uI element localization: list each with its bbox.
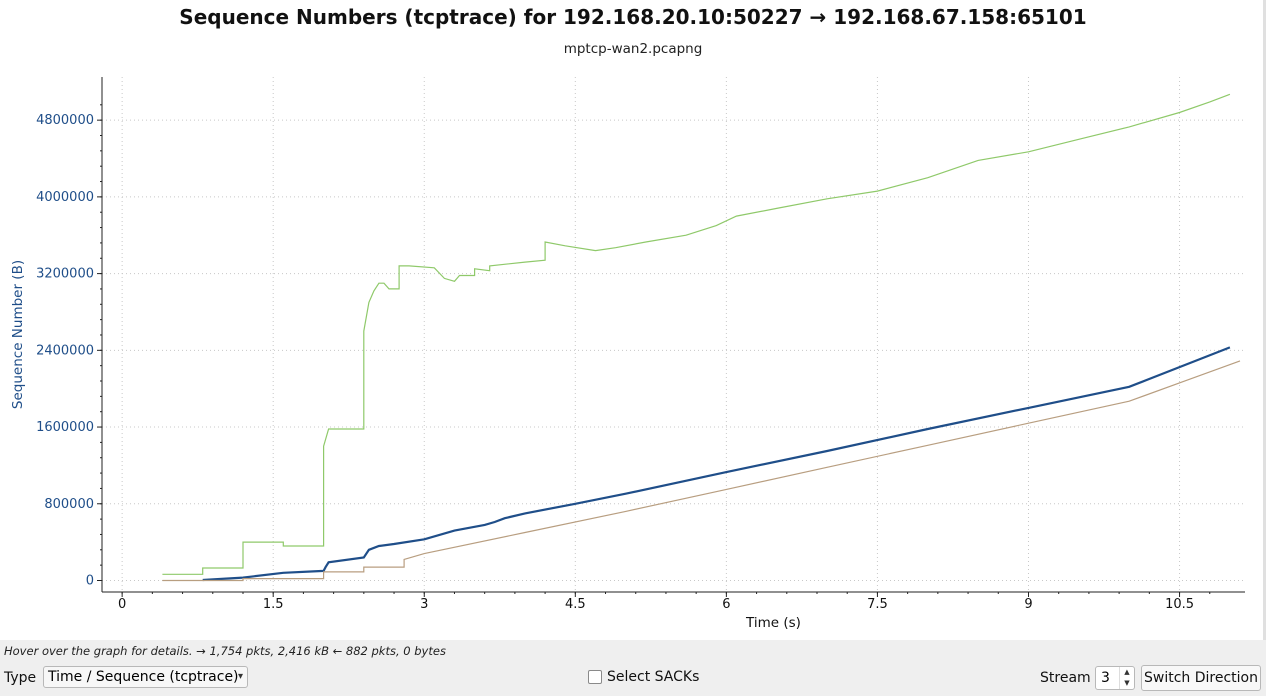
y-tick-label: 1600000: [36, 420, 94, 435]
data-segments-line: [202, 346, 1231, 582]
y-tick-label: 2400000: [36, 343, 94, 358]
stream-spinbox[interactable]: 3 ▲ ▼: [1095, 666, 1135, 690]
y-axis-label: Sequence Number (B): [10, 260, 26, 409]
graph-type-value: Time / Sequence (tcptrace): [48, 669, 239, 685]
y-tick-label: 4000000: [36, 190, 94, 205]
y-tick-label: 4800000: [36, 113, 94, 128]
type-label: Type: [4, 670, 37, 686]
ack-line: [162, 360, 1241, 582]
x-axis-label: Time (s): [745, 615, 801, 631]
select-sacks-checkbox[interactable]: [588, 670, 602, 684]
x-tick-label: 7.5: [867, 597, 888, 612]
select-sacks-label: Select SACKs: [607, 669, 700, 685]
sequence-chart[interactable]: 0 800000 1600000 2400000 3200000 4000000 48000…: [0, 0, 1266, 640]
y-tick-label: 3200000: [36, 267, 94, 282]
spin-arrows-icon[interactable]: ▲ ▼: [1119, 667, 1134, 689]
x-tick-label: 4.5: [565, 597, 586, 612]
x-tick-label: 1.5: [263, 597, 284, 612]
stream-label: Stream: [1040, 670, 1091, 686]
chevron-down-icon: ▾: [237, 671, 243, 682]
hover-hint: Hover over the graph for details. → 1,75…: [4, 644, 446, 658]
x-tick-label: 0: [118, 597, 126, 612]
x-tick-label: 6: [722, 597, 730, 612]
x-tick-label: 10.5: [1165, 597, 1194, 612]
receive-window-line: [162, 93, 1231, 575]
switch-direction-button[interactable]: Switch Direction: [1141, 665, 1261, 691]
y-tick-label: 0: [86, 573, 94, 588]
graph-subtitle: mptcp-wan2.pcapng: [563, 41, 703, 57]
x-tick-label: 9: [1024, 597, 1032, 612]
graph-panel[interactable]: Sequence Numbers (tcptrace) for 192.168.…: [0, 0, 1266, 640]
x-tick-label: 3: [420, 597, 428, 612]
y-tick-label: 800000: [44, 497, 94, 512]
graph-title: Sequence Numbers (tcptrace) for 192.168.…: [179, 5, 1087, 29]
stream-value: 3: [1101, 670, 1110, 686]
graph-type-select[interactable]: Time / Sequence (tcptrace) ▾: [43, 666, 248, 688]
